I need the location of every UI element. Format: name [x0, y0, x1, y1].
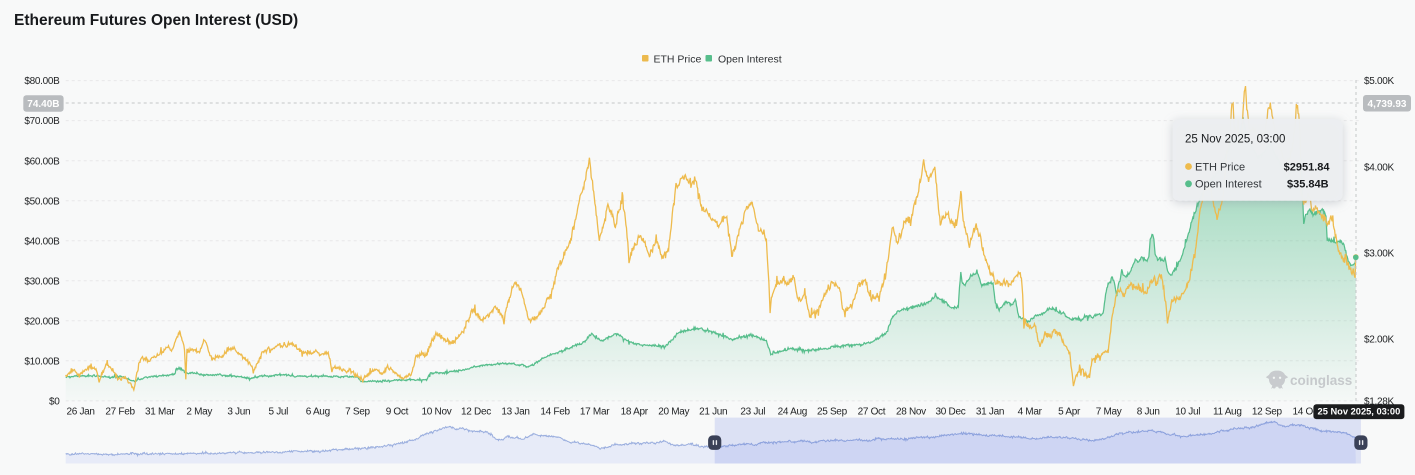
- svg-text:21 Jun: 21 Jun: [699, 407, 727, 418]
- svg-text:12 Dec: 12 Dec: [461, 407, 491, 418]
- svg-text:18 Apr: 18 Apr: [621, 407, 649, 418]
- svg-text:28 Nov: 28 Nov: [896, 407, 926, 418]
- svg-text:$3.00K: $3.00K: [1364, 248, 1395, 259]
- svg-text:17 Mar: 17 Mar: [580, 407, 610, 418]
- svg-text:$2.00K: $2.00K: [1364, 335, 1395, 346]
- svg-text:$2951.84: $2951.84: [1284, 161, 1331, 173]
- svg-text:31 Jan: 31 Jan: [976, 407, 1004, 418]
- svg-text:10 Jul: 10 Jul: [1175, 407, 1200, 418]
- svg-text:3 Jun: 3 Jun: [227, 407, 250, 418]
- svg-text:25 Nov 2025, 03:00: 25 Nov 2025, 03:00: [1185, 134, 1285, 146]
- svg-text:25 Sep: 25 Sep: [817, 407, 848, 418]
- svg-text:30 Dec: 30 Dec: [936, 407, 966, 418]
- svg-text:74.40B: 74.40B: [27, 99, 59, 110]
- svg-text:5 Apr: 5 Apr: [1058, 407, 1081, 418]
- svg-text:$0: $0: [49, 397, 60, 408]
- svg-text:Open Interest: Open Interest: [1195, 179, 1262, 191]
- svg-text:ETH Price: ETH Price: [654, 53, 702, 65]
- svg-text:25 Nov 2025, 03:00: 25 Nov 2025, 03:00: [1318, 407, 1401, 417]
- svg-text:4 Mar: 4 Mar: [1018, 407, 1043, 418]
- svg-text:$50.00B: $50.00B: [24, 196, 60, 207]
- svg-text:9 Oct: 9 Oct: [386, 407, 409, 418]
- svg-text:4,739.93: 4,739.93: [1368, 99, 1407, 110]
- svg-text:26 Jan: 26 Jan: [66, 407, 94, 418]
- svg-text:5 Jul: 5 Jul: [268, 407, 288, 418]
- svg-text:20 May: 20 May: [658, 407, 689, 418]
- svg-text:7 Sep: 7 Sep: [345, 407, 370, 418]
- svg-text:14 Oct: 14 Oct: [1292, 407, 1320, 418]
- svg-text:$10.00B: $10.00B: [24, 356, 60, 367]
- svg-text:7 May: 7 May: [1096, 407, 1122, 418]
- svg-text:$35.84B: $35.84B: [1287, 179, 1329, 191]
- svg-text:11 Aug: 11 Aug: [1213, 407, 1242, 418]
- svg-text:coinglass: coinglass: [1290, 373, 1352, 388]
- svg-text:2 May: 2 May: [186, 407, 212, 418]
- svg-text:27 Oct: 27 Oct: [858, 407, 886, 418]
- svg-text:Open Interest: Open Interest: [718, 53, 782, 65]
- svg-text:$70.00B: $70.00B: [24, 116, 60, 127]
- svg-text:31 Mar: 31 Mar: [145, 407, 175, 418]
- svg-text:10 Nov: 10 Nov: [422, 407, 452, 418]
- svg-text:8 Jun: 8 Jun: [1137, 407, 1160, 418]
- svg-text:ETH Price: ETH Price: [1195, 161, 1245, 173]
- svg-text:27 Feb: 27 Feb: [105, 407, 135, 418]
- svg-text:14 Feb: 14 Feb: [540, 407, 570, 418]
- svg-text:Ethereum Futures Open Interest: Ethereum Futures Open Interest (USD): [14, 12, 298, 29]
- svg-text:$4.00K: $4.00K: [1364, 162, 1395, 173]
- svg-text:$1.28K: $1.28K: [1364, 397, 1395, 408]
- svg-text:$80.00B: $80.00B: [24, 76, 60, 87]
- svg-text:24 Aug: 24 Aug: [778, 407, 807, 418]
- svg-text:23 Jul: 23 Jul: [740, 407, 765, 418]
- svg-text:$20.00B: $20.00B: [24, 316, 60, 327]
- svg-text:$5.00K: $5.00K: [1364, 76, 1395, 87]
- svg-text:13 Jan: 13 Jan: [501, 407, 529, 418]
- svg-text:$30.00B: $30.00B: [24, 276, 60, 287]
- svg-text:$60.00B: $60.00B: [24, 156, 60, 167]
- svg-text:12 Sep: 12 Sep: [1252, 407, 1283, 418]
- svg-text:6 Aug: 6 Aug: [306, 407, 330, 418]
- svg-text:$40.00B: $40.00B: [24, 236, 60, 247]
